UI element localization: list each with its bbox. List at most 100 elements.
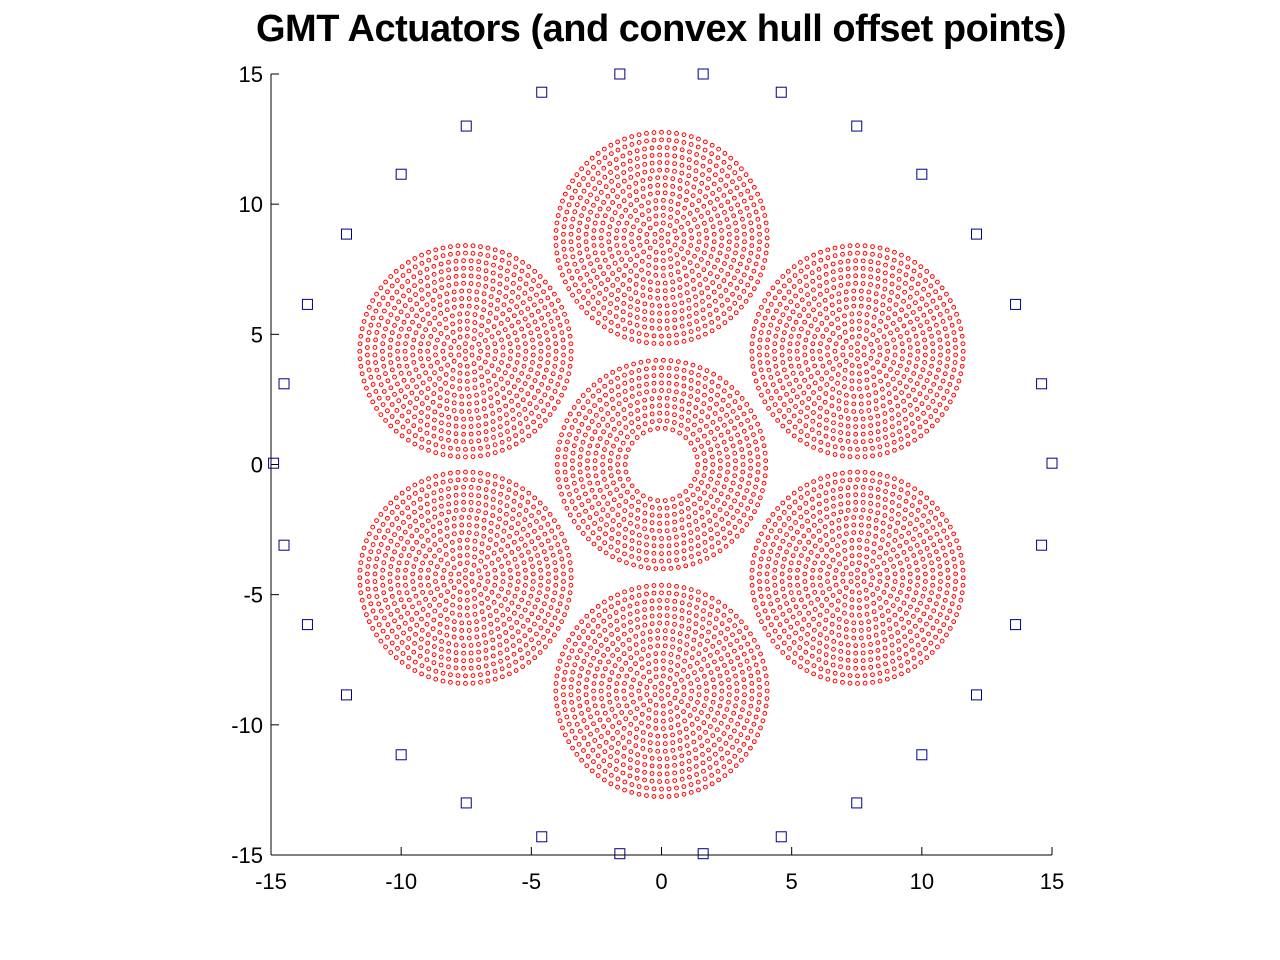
actuator-point xyxy=(936,594,941,599)
actuator-point xyxy=(710,246,716,252)
actuator-point xyxy=(715,426,720,431)
actuator-point xyxy=(513,659,519,665)
actuator-point xyxy=(864,538,870,544)
actuator-point xyxy=(615,647,620,653)
actuator-point xyxy=(441,582,447,588)
actuator-point xyxy=(535,326,541,332)
actuator-point xyxy=(580,531,586,536)
actuator-point xyxy=(590,747,596,753)
actuator-point xyxy=(868,430,874,436)
actuator-point xyxy=(615,636,621,641)
actuator-point xyxy=(553,228,559,233)
actuator-point xyxy=(392,532,397,537)
actuator-point xyxy=(485,369,490,375)
actuator-point xyxy=(877,253,883,259)
actuator-point xyxy=(649,527,655,533)
actuator-point xyxy=(830,557,836,563)
actuator-point xyxy=(368,549,374,555)
actuator-point xyxy=(506,260,512,266)
actuator-point xyxy=(414,313,420,319)
actuator-point xyxy=(908,377,913,383)
actuator-point xyxy=(762,382,768,387)
actuator-point xyxy=(610,518,616,524)
actuator-point xyxy=(483,268,489,274)
actuator-point xyxy=(584,763,590,769)
actuator-point xyxy=(903,539,909,545)
actuator-point xyxy=(606,264,611,270)
actuator-point xyxy=(726,224,731,230)
actuator-point xyxy=(515,579,521,584)
actuator-point xyxy=(757,579,762,584)
actuator-point xyxy=(479,541,485,547)
actuator-point xyxy=(608,328,614,334)
actuator-point xyxy=(896,276,902,282)
actuator-point xyxy=(906,530,912,536)
actuator-point xyxy=(740,469,746,475)
actuator-point xyxy=(619,710,625,715)
actuator-point xyxy=(554,703,560,709)
actuator-point xyxy=(581,265,587,270)
actuator-point xyxy=(860,266,866,271)
actuator-point xyxy=(875,494,881,500)
hull-offset-point xyxy=(460,120,472,132)
actuator-point xyxy=(784,549,789,555)
actuator-point xyxy=(585,524,591,530)
actuator-point xyxy=(709,544,715,550)
actuator-point xyxy=(693,519,699,524)
actuator-point xyxy=(696,334,701,340)
actuator-point xyxy=(871,382,877,388)
actuator-point xyxy=(773,615,779,621)
actuator-point xyxy=(880,528,886,534)
actuator-point xyxy=(605,646,611,652)
actuator-point xyxy=(804,640,810,646)
actuator-point xyxy=(763,250,769,256)
actuator-point xyxy=(906,360,912,365)
actuator-point xyxy=(526,374,531,380)
actuator-point xyxy=(956,378,962,384)
actuator-point xyxy=(464,613,470,618)
actuator-point xyxy=(719,517,725,522)
actuator-point xyxy=(708,527,714,533)
actuator-point xyxy=(683,650,689,656)
actuator-point xyxy=(366,531,372,537)
actuator-point xyxy=(845,431,851,437)
actuator-point xyxy=(547,412,553,417)
actuator-point xyxy=(695,543,701,549)
actuator-point xyxy=(679,776,685,782)
actuator-point xyxy=(877,444,883,450)
actuator-point xyxy=(809,270,815,276)
actuator-point xyxy=(705,713,711,719)
actuator-point xyxy=(766,594,772,599)
actuator-point xyxy=(689,268,695,274)
actuator-point xyxy=(756,311,761,317)
actuator-point xyxy=(483,421,489,427)
actuator-point xyxy=(490,513,496,518)
actuator-point xyxy=(696,239,702,245)
actuator-point xyxy=(660,666,666,671)
actuator-point xyxy=(444,632,450,638)
actuator-point xyxy=(756,385,761,391)
actuator-point xyxy=(399,490,405,496)
actuator-point xyxy=(899,616,904,622)
actuator-point xyxy=(686,173,692,179)
actuator-point xyxy=(770,638,776,644)
actuator-point xyxy=(844,531,849,537)
actuator-point xyxy=(875,413,881,419)
actuator-point xyxy=(514,564,520,569)
actuator-point xyxy=(662,635,668,641)
actuator-point xyxy=(829,629,835,635)
actuator-point xyxy=(581,629,586,634)
actuator-point xyxy=(741,246,747,252)
actuator-point xyxy=(781,402,787,407)
actuator-point xyxy=(615,296,620,302)
actuator-point xyxy=(604,484,610,490)
actuator-point xyxy=(944,632,949,638)
actuator-point xyxy=(463,348,468,354)
actuator-point xyxy=(674,381,679,387)
actuator-point xyxy=(728,505,734,510)
actuator-point xyxy=(686,750,692,756)
actuator-point xyxy=(647,279,653,285)
actuator-point xyxy=(644,684,650,690)
actuator-point xyxy=(827,586,832,592)
actuator-point xyxy=(368,374,374,380)
